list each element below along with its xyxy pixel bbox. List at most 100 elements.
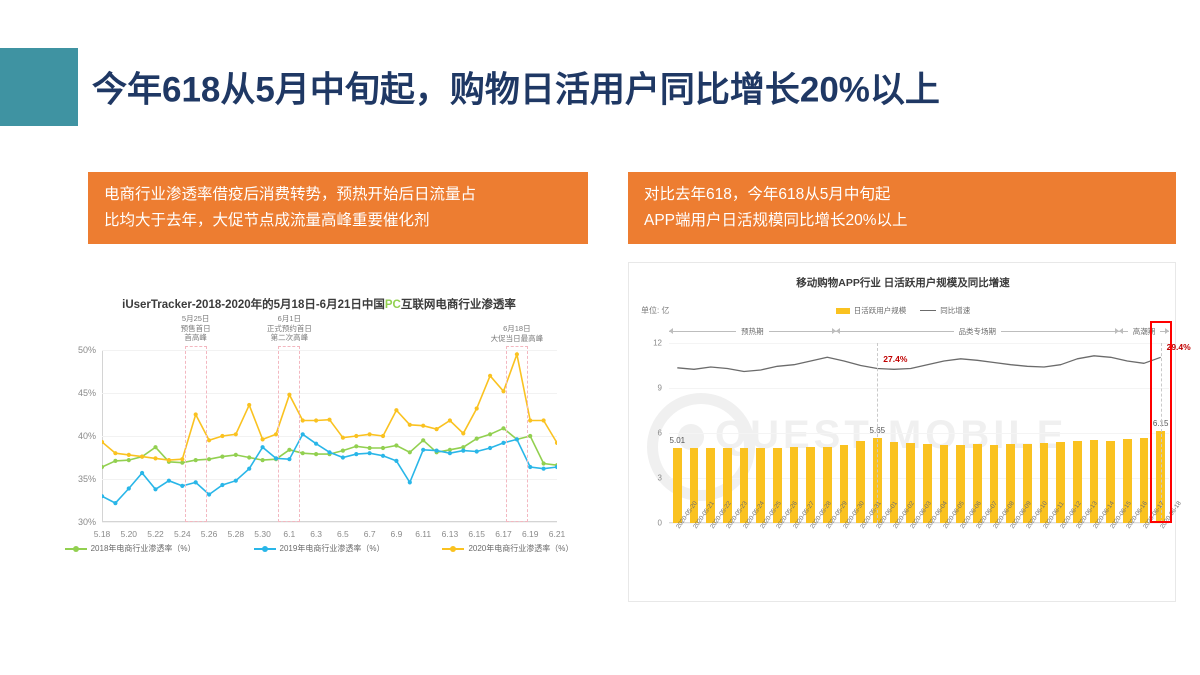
left-chart-data-point	[367, 451, 372, 456]
right-chart-legend-swatch	[920, 310, 937, 311]
right-chart-y-tick: 3	[657, 473, 662, 483]
right-chart-gridline	[669, 433, 1169, 434]
banner-right-line1: 对比去年618，今年618从5月中旬起	[644, 186, 891, 203]
left-chart-data-point	[153, 456, 158, 461]
right-chart-legend-item[interactable]: 同比增速	[920, 305, 970, 316]
phase-arrow-right-icon	[831, 328, 836, 334]
left-chart-legend-label: 2018年电商行业渗透率（%）	[90, 544, 196, 553]
right-chart-y-tick: 6	[657, 428, 662, 438]
phase-label: 品类专场期	[953, 325, 1002, 337]
left-chart-annotation-label: 5月25日 预售首日 首高峰	[181, 314, 211, 343]
left-chart-title-prefix: iUserTracker-2018-2020年的5月18日-6月21日中国	[122, 299, 385, 311]
left-chart-data-point	[340, 448, 345, 453]
left-chart-data-point	[233, 432, 238, 437]
right-chart-phase: 高潮期	[1119, 323, 1169, 339]
left-chart-annotation-line: 6月18日	[503, 324, 531, 333]
phase-label: 高潮期	[1127, 325, 1161, 337]
left-chart-x-tick: 5.22	[147, 529, 164, 539]
phase-arrow-left-icon	[669, 328, 673, 334]
left-chart-data-point	[113, 451, 118, 456]
left-chart-data-point	[394, 443, 399, 448]
right-chart-phase-band: 预热期 品类专场期 高潮期	[669, 323, 1169, 339]
left-chart-data-point	[554, 440, 557, 445]
left-chart-data-point	[233, 478, 238, 483]
left-chart-data-point	[260, 437, 265, 442]
left-chart-gridline	[102, 522, 557, 523]
right-chart-legend-label: 日活跃用户规模	[853, 306, 907, 315]
left-chart-annotation-line: 大促当日最高峰	[490, 333, 544, 343]
left-chart-data-point	[300, 418, 305, 423]
left-chart-data-point	[126, 486, 131, 491]
right-chart-bar	[1073, 441, 1082, 523]
right-chart-legend-label: 同比增速	[940, 306, 971, 315]
right-chart-growth-line	[677, 355, 1161, 373]
left-chart-data-point	[207, 438, 212, 443]
left-chart-x-tick: 6.1	[283, 529, 296, 539]
left-chart-gridline	[102, 393, 557, 394]
left-chart-legend-swatch	[64, 545, 87, 552]
left-chart-annotation-line: 首高峰	[184, 333, 207, 342]
left-chart-data-point	[102, 464, 105, 470]
left-chart-y-tick: 35%	[77, 474, 96, 484]
left-chart-data-point	[541, 466, 546, 471]
left-chart-data-point	[501, 426, 506, 431]
banner-left-line1: 电商行业渗透率借疫后消费转势，预热开始后日流量占	[104, 186, 477, 203]
left-chart-data-point	[300, 432, 305, 437]
left-chart-data-point	[447, 451, 452, 456]
left-chart-x-tick: 5.24	[174, 529, 191, 539]
left-chart-legend-item[interactable]: 2018年电商行业渗透率（%）	[64, 543, 196, 554]
right-chart-bar	[989, 444, 999, 523]
right-chart-bar-label: 5.01	[669, 435, 686, 445]
right-chart-legend-item[interactable]: 日活跃用户规模	[835, 305, 907, 316]
left-chart-data-point	[541, 461, 546, 466]
right-chart-bar	[1023, 443, 1032, 523]
left-chart-data-point	[354, 452, 359, 457]
left-chart-data-point	[461, 445, 466, 450]
right-chart-phase: 品类专场期	[835, 323, 1119, 339]
left-chart-legend-item[interactable]: 2019年电商行业渗透率（%）	[253, 543, 384, 554]
right-chart-bar	[823, 446, 832, 523]
right-chart-bar	[839, 445, 849, 523]
right-chart-bar	[723, 448, 732, 523]
phase-label: 预热期	[736, 325, 769, 337]
left-chart-annotation-line: 5月25日	[181, 314, 210, 323]
callout-banner-left: 电商行业渗透率借疫后消费转势，预热开始后日流量占 比均大于去年，大促节点成流量高…	[88, 172, 588, 244]
left-chart-panel: iUserTracker-2018-2020年的5月18日-6月21日中国PC互…	[30, 288, 608, 588]
left-chart-data-point	[300, 451, 305, 456]
left-chart-data-point	[193, 480, 198, 485]
left-chart-x-tick: 6.19	[521, 529, 539, 539]
right-chart-plot-area: 0 3 6 9 12 5.01 5.65 6.15 27.4% 29.4% 2020-05-20 20…	[653, 321, 1191, 530]
left-chart-data-point	[407, 450, 412, 455]
right-chart-panel: QUEST MOBILE 移动购物APP行业 日活跃用户规模及同比增速 单位: …	[628, 262, 1191, 602]
phase-arrow-left-icon	[1119, 328, 1123, 334]
left-chart-data-point	[260, 458, 265, 463]
left-chart-x-tick: 5.20	[120, 529, 138, 539]
left-chart-data-point	[434, 448, 439, 453]
right-chart-bar	[773, 447, 782, 523]
right-chart-bar	[1139, 437, 1149, 523]
left-chart-y-tick: 30%	[77, 517, 96, 527]
right-chart-legend: 日活跃用户规模 同比增速	[629, 305, 1177, 316]
left-chart-title: iUserTracker-2018-2020年的5月18日-6月21日中国PC互…	[30, 296, 608, 312]
right-chart-bar	[956, 445, 965, 523]
left-chart-x-tick: 6.3	[310, 529, 323, 539]
left-chart-data-point	[501, 440, 506, 445]
left-chart-plot-area: 30% 35% 40% 45% 50% 5.18 5.20 5.22 5.24 5.26 5.28 5…	[78, 314, 565, 539]
left-chart-data-point	[541, 418, 546, 423]
left-chart-legend-item[interactable]: 2020年电商行业渗透率（%）	[442, 543, 573, 554]
left-chart-annotation-box	[184, 346, 207, 522]
left-chart-data-point	[380, 453, 386, 458]
left-chart-x-tick: 5.26	[200, 529, 218, 539]
left-chart-data-point	[287, 457, 292, 462]
right-chart-bar	[689, 448, 699, 523]
left-chart-data-point	[461, 448, 466, 453]
left-chart-annotation-label: 6月1日 正式预约首日 第二次高峰	[267, 314, 312, 343]
left-chart-data-point	[528, 418, 533, 423]
left-chart-data-point	[394, 408, 399, 413]
left-chart-data-point	[421, 438, 426, 443]
left-chart-data-point	[380, 445, 386, 451]
left-chart-legend-label: 2020年电商行业渗透率（%）	[468, 544, 574, 553]
right-chart-marker-line	[877, 343, 879, 523]
left-chart-data-point	[153, 487, 158, 492]
